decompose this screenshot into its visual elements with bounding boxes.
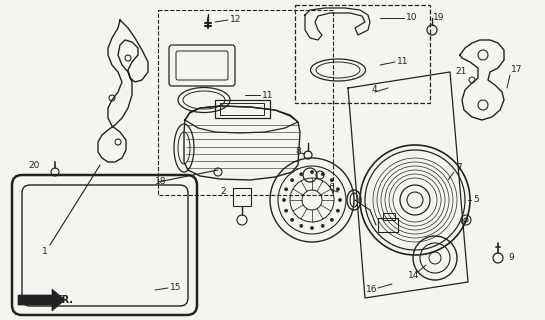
- Text: 6: 6: [328, 183, 334, 193]
- Bar: [220, 103, 264, 115]
- Circle shape: [321, 224, 324, 228]
- Circle shape: [300, 172, 303, 176]
- Bar: [295, 5, 430, 103]
- Text: 21: 21: [455, 68, 467, 76]
- Circle shape: [284, 209, 288, 212]
- Bar: [233, 188, 251, 206]
- Bar: [158, 10, 333, 195]
- Circle shape: [336, 188, 340, 191]
- Text: 11: 11: [262, 91, 274, 100]
- Text: 15: 15: [170, 284, 181, 292]
- Bar: [215, 100, 270, 118]
- Circle shape: [336, 209, 340, 212]
- Bar: [383, 213, 395, 220]
- Text: 12: 12: [230, 15, 241, 25]
- Text: 2: 2: [220, 188, 226, 196]
- Circle shape: [284, 188, 288, 191]
- Circle shape: [338, 198, 342, 202]
- Text: 1: 1: [42, 247, 48, 257]
- Text: 16: 16: [366, 285, 378, 294]
- Text: 17: 17: [511, 66, 523, 75]
- Circle shape: [282, 198, 286, 202]
- Text: 14: 14: [408, 270, 419, 279]
- Text: 5: 5: [473, 196, 479, 204]
- Circle shape: [311, 171, 313, 173]
- Text: FR.: FR.: [55, 295, 73, 305]
- Circle shape: [300, 224, 303, 228]
- Text: 11: 11: [397, 58, 409, 67]
- Circle shape: [321, 172, 324, 176]
- Polygon shape: [18, 289, 65, 311]
- Circle shape: [290, 218, 294, 221]
- Text: 18: 18: [155, 178, 167, 187]
- Bar: [378, 218, 398, 232]
- Text: 19: 19: [433, 13, 445, 22]
- Text: 4: 4: [372, 85, 378, 94]
- Circle shape: [330, 179, 334, 182]
- Circle shape: [290, 179, 294, 182]
- Circle shape: [311, 227, 313, 229]
- Circle shape: [330, 218, 334, 221]
- Text: 8: 8: [295, 148, 301, 156]
- Text: 9: 9: [508, 253, 514, 262]
- Text: 10: 10: [406, 13, 417, 22]
- Text: 20: 20: [28, 161, 39, 170]
- Text: 7: 7: [456, 164, 462, 172]
